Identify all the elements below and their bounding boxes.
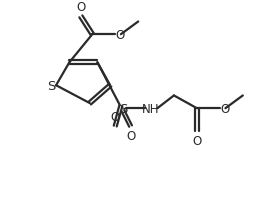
Text: O: O <box>192 135 201 147</box>
Text: S: S <box>47 79 56 92</box>
Text: O: O <box>110 110 119 123</box>
Text: O: O <box>76 1 85 14</box>
Text: O: O <box>126 129 135 142</box>
Text: O: O <box>116 28 125 42</box>
Text: O: O <box>220 102 230 115</box>
Text: S: S <box>119 102 127 115</box>
Text: NH: NH <box>142 102 160 115</box>
